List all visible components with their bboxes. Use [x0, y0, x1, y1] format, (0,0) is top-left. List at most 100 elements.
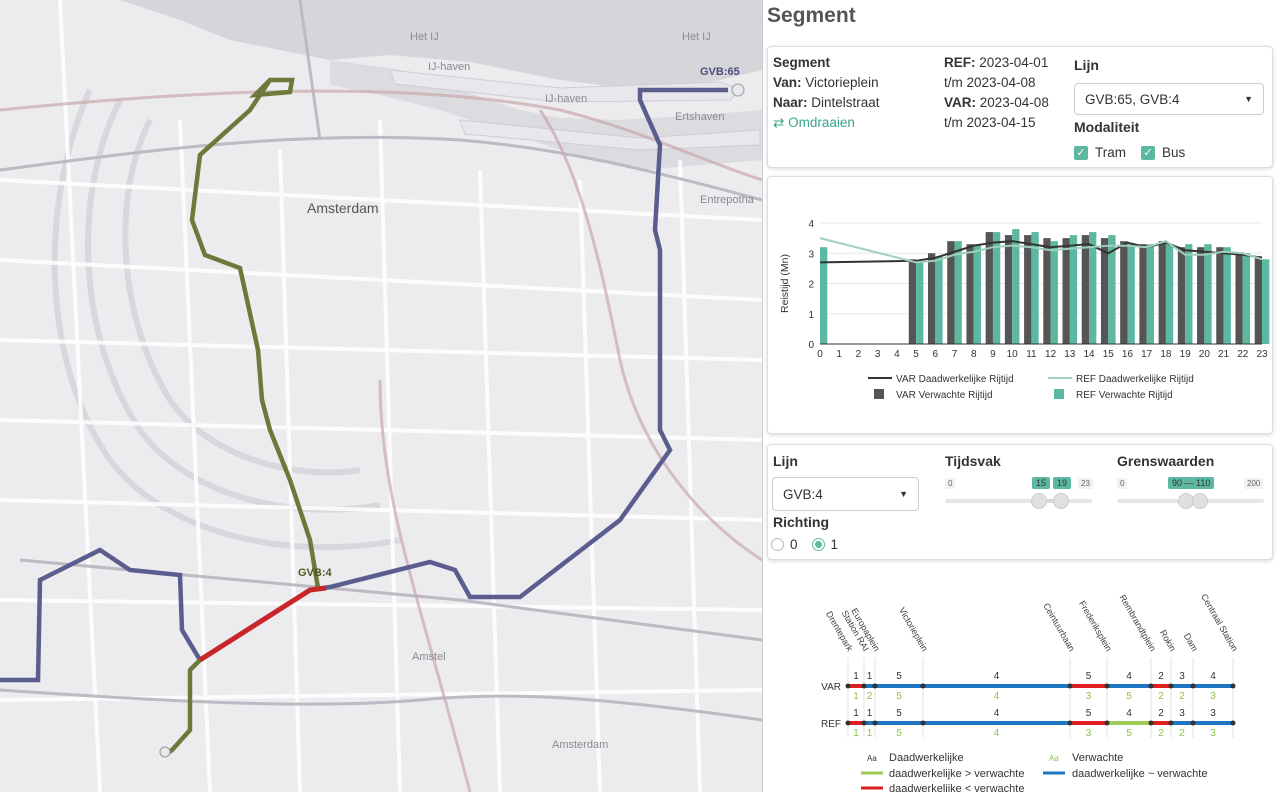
- strip-var-expected-value: 3: [1210, 691, 1216, 702]
- side-panel: Segment Segment Van: Victorieplein Naar:…: [762, 0, 1280, 792]
- strip-ref-stop-dot: [920, 720, 926, 726]
- chart-x-tick: 7: [952, 349, 958, 360]
- tram-label: Tram: [1095, 145, 1126, 160]
- var-to: t/m 2023-04-15: [944, 115, 1036, 130]
- chart-x-tick: 9: [990, 349, 996, 360]
- strip-var-actual-value: 4: [1126, 671, 1132, 682]
- chart-bar[interactable]: [1197, 247, 1205, 344]
- chart-bar[interactable]: [1223, 247, 1231, 344]
- map-canvas[interactable]: Het IJ Het IJ IJ-haven IJ-haven Ertshave…: [0, 0, 762, 792]
- strip-stop-label: Centraal Station: [1199, 592, 1240, 653]
- strip-ref-actual-value: 4: [994, 708, 1000, 719]
- route-gvb65[interactable]: [0, 87, 728, 683]
- chart-bar[interactable]: [1235, 253, 1243, 344]
- strip-ref-stop-dot: [1104, 720, 1110, 726]
- swap-direction-button[interactable]: ⇄ Omdraaien: [773, 113, 880, 133]
- route-label-gvb65: GVB:65: [700, 66, 740, 78]
- chart-bar[interactable]: [1081, 235, 1090, 344]
- check-icon: ✓: [1141, 145, 1155, 160]
- chart-bar[interactable]: [908, 259, 917, 344]
- chart-bar[interactable]: [966, 244, 974, 344]
- chart-x-tick: 19: [1180, 349, 1192, 360]
- bus-checkbox[interactable]: ✓ Bus: [1141, 145, 1185, 160]
- richting-option-0[interactable]: 0: [771, 537, 798, 552]
- tijdsvak-low-handle[interactable]: [1031, 493, 1047, 509]
- chart-bar[interactable]: [820, 247, 828, 344]
- chart-bar[interactable]: [1100, 238, 1109, 344]
- chart-bar[interactable]: [985, 232, 993, 344]
- chart-bar[interactable]: [916, 262, 924, 344]
- chart-bar[interactable]: [1069, 235, 1078, 344]
- tijdsvak-high-handle[interactable]: [1053, 493, 1069, 509]
- grens-value-badge: 90 — 110: [1168, 477, 1215, 489]
- chart-bar[interactable]: [1120, 241, 1128, 344]
- chart-bar[interactable]: [1262, 259, 1270, 344]
- legend-actual-sample: Aa: [867, 754, 877, 763]
- strip-var-expected-value: 2: [1179, 691, 1185, 702]
- grens-high-handle[interactable]: [1192, 493, 1208, 509]
- strip-var-stop-dot: [1230, 683, 1236, 689]
- lijn-select[interactable]: GVB:65, GVB:4 ▼: [1074, 83, 1264, 115]
- tijdsvak-max: 23: [1078, 478, 1093, 489]
- richting-option-label: 0: [790, 537, 798, 552]
- map-view[interactable]: Het IJ Het IJ IJ-haven IJ-haven Ertshave…: [0, 0, 762, 792]
- route-gvb4[interactable]: [163, 77, 321, 757]
- naar-value: Dintelstraat: [811, 95, 880, 110]
- chart-bar[interactable]: [1043, 238, 1051, 344]
- chart-x-tick: 3: [875, 349, 881, 360]
- chart-bar[interactable]: [1254, 256, 1262, 344]
- caret-down-icon: ▼: [899, 489, 908, 499]
- lijn-select-value: GVB:65, GVB:4: [1085, 91, 1180, 107]
- richting-heading: Richting: [773, 514, 829, 530]
- chart-bar[interactable]: [1031, 232, 1039, 344]
- chart-bar[interactable]: [992, 232, 1001, 344]
- ref-to: t/m 2023-04-08: [944, 75, 1036, 90]
- strip-ref-expected-value: 5: [1126, 728, 1132, 739]
- strip-stop-label: Dam: [1182, 632, 1200, 653]
- chart-bar[interactable]: [1024, 235, 1032, 344]
- chart-bar[interactable]: [947, 241, 955, 344]
- selected-segment[interactable]: [198, 585, 327, 663]
- chart-bar[interactable]: [1108, 235, 1116, 344]
- chart-bar[interactable]: [1139, 244, 1147, 344]
- map-label-ij-haven: IJ-haven: [545, 93, 587, 105]
- map-label-entrepot: Entrepotha: [700, 194, 755, 206]
- chart-bar[interactable]: [1062, 238, 1070, 344]
- strip-var-expected-value: 3: [1086, 691, 1092, 702]
- chart-bar[interactable]: [1127, 244, 1135, 344]
- chart-x-tick: 17: [1141, 349, 1153, 360]
- chart-bar[interactable]: [1177, 247, 1186, 344]
- chart-bar[interactable]: [1204, 244, 1212, 344]
- chart-bar[interactable]: [1165, 244, 1174, 344]
- van-value: Victorieplein: [805, 75, 879, 90]
- chart-bar[interactable]: [1185, 244, 1193, 344]
- chart-bar[interactable]: [973, 244, 982, 344]
- van-label: Van:: [773, 75, 802, 90]
- strip-ref-actual-value: 1: [867, 708, 873, 719]
- chart-x-tick: 0: [817, 349, 823, 360]
- chart-bar[interactable]: [954, 241, 962, 344]
- chart-bar[interactable]: [1242, 253, 1251, 344]
- chart-x-tick: 11: [1026, 349, 1037, 360]
- caret-down-icon: ▼: [1244, 94, 1253, 104]
- tram-checkbox[interactable]: ✓ Tram: [1074, 145, 1126, 160]
- chart-bar[interactable]: [1216, 247, 1224, 344]
- chart-y-tick: 2: [808, 280, 814, 291]
- chart-bar[interactable]: [928, 253, 936, 344]
- controls-lijn-select[interactable]: GVB:4 ▼: [772, 477, 919, 511]
- panel-title: Segment: [767, 4, 856, 27]
- chart-legend-swatch: [1054, 389, 1064, 399]
- richting-option-1[interactable]: 1: [811, 537, 838, 552]
- chart-bar[interactable]: [1004, 235, 1013, 344]
- chart-bar[interactable]: [1158, 241, 1166, 344]
- chart-bar[interactable]: [935, 256, 943, 344]
- strip-var-expected-value: 2: [867, 691, 873, 702]
- chart-bar[interactable]: [1146, 244, 1154, 344]
- chart-bar[interactable]: [1050, 241, 1058, 344]
- chart-bar[interactable]: [1089, 232, 1097, 344]
- legend-actual-label: Daadwerkelijke: [889, 752, 964, 764]
- tijdsvak-slider-track[interactable]: [945, 499, 1092, 503]
- strip-ref-stop-dot: [845, 720, 851, 726]
- chart-bar[interactable]: [1012, 229, 1020, 344]
